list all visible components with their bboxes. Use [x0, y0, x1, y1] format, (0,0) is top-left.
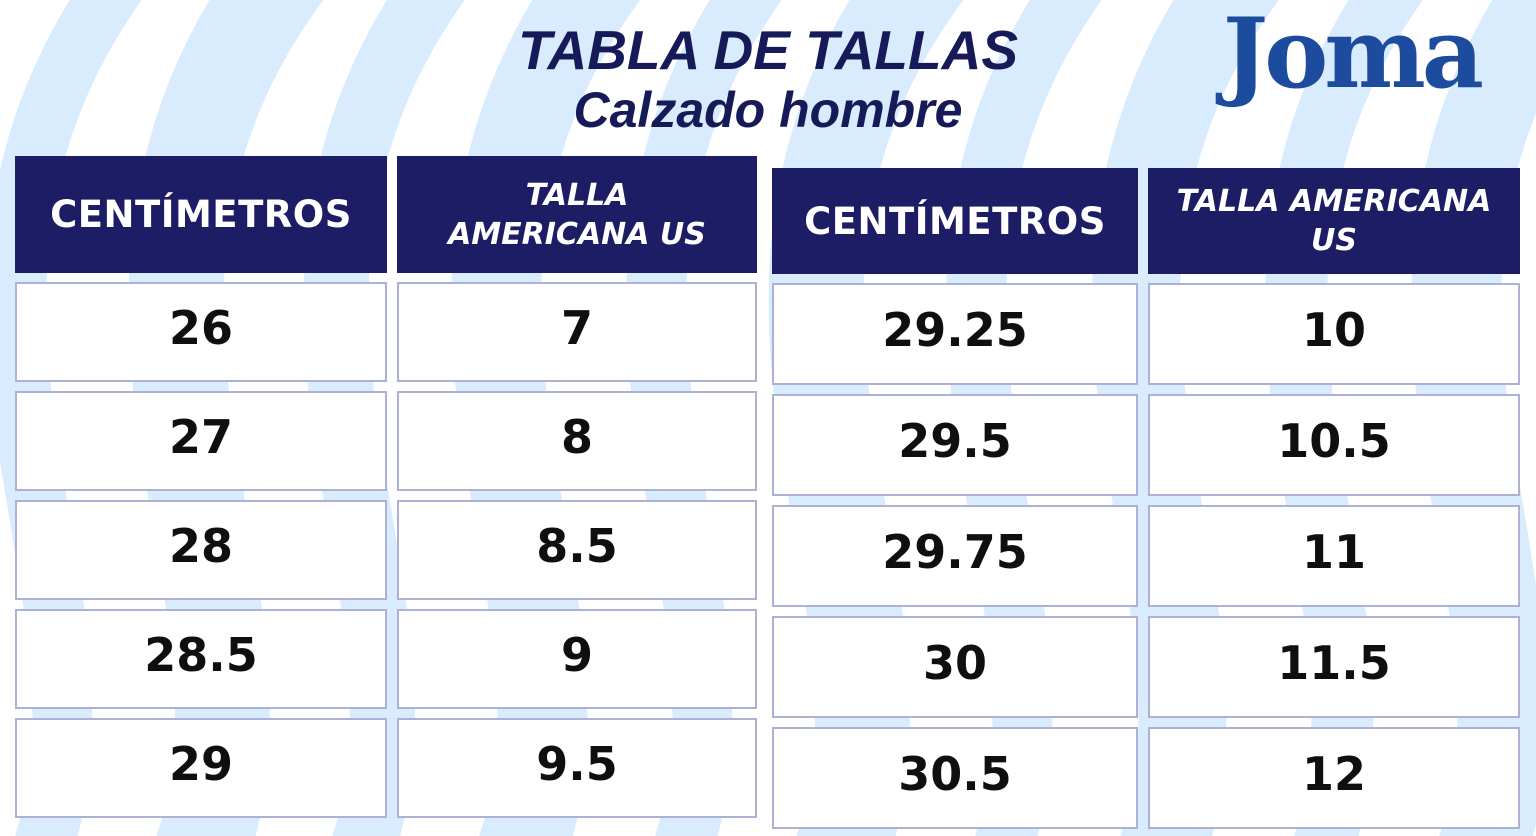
cell-us-size-value: 10 [1148, 283, 1520, 385]
column-header-talla-americana-us: TALLA AMERICANA US [1148, 168, 1520, 274]
cell-centimeters-value: 29.75 [772, 505, 1138, 607]
cell-us-size-value: 9.5 [397, 718, 757, 818]
size-table-right: CENTÍMETROS TALLA AMERICANA US 29.25 10 29.5… [772, 168, 1520, 829]
size-table-left: CENTÍMETROS TALLA AMERICANA US 26 7 27 8 28 8.5… [15, 156, 757, 818]
title-main: TABLA DE TALLAS [517, 19, 1019, 81]
cell-us-size-value: 12 [1148, 727, 1520, 829]
cell-centimeters-value: 30 [772, 616, 1138, 718]
cell-centimeters-value: 27 [15, 391, 387, 491]
cell-us-size-value: 10.5 [1148, 394, 1520, 496]
cell-centimeters-value: 29 [15, 718, 387, 818]
cell-centimeters-value: 30.5 [772, 727, 1138, 829]
cell-centimeters-value: 26 [15, 282, 387, 382]
cell-centimeters-value: 29.25 [772, 283, 1138, 385]
cell-centimeters-value: 28.5 [15, 609, 387, 709]
cell-us-size-value: 9 [397, 609, 757, 709]
cell-us-size-value: 8 [397, 391, 757, 491]
column-header-centimetros: CENTÍMETROS [15, 156, 387, 273]
cell-centimeters-value: 28 [15, 500, 387, 600]
cell-centimeters-value: 29.5 [772, 394, 1138, 496]
title-subtitle: Calzado hombre [573, 81, 963, 138]
cell-us-size-value: 11 [1148, 505, 1520, 607]
cell-us-size-value: 8.5 [397, 500, 757, 600]
joma-brand-logo: Joma [1222, 0, 1484, 110]
column-header-talla-americana-us: TALLA AMERICANA US [397, 156, 757, 273]
column-header-centimetros: CENTÍMETROS [772, 168, 1138, 274]
page-title: TABLA DE TALLAS Calzado hombre [517, 19, 1019, 138]
cell-us-size-value: 7 [397, 282, 757, 382]
cell-us-size-value: 11.5 [1148, 616, 1520, 718]
